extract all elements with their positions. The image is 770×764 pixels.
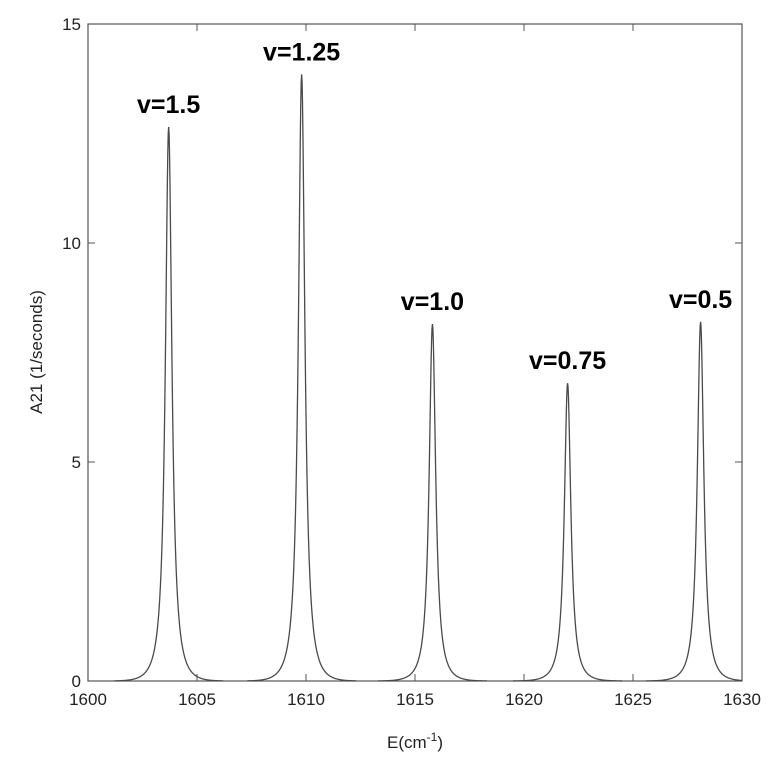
x-axis-label-suffix: ) (437, 733, 443, 752)
peak-label: v=1.0 (401, 288, 464, 316)
x-tick-label: 1600 (69, 690, 107, 709)
plot-area (88, 24, 742, 681)
peak-label: v=0.5 (669, 286, 732, 314)
x-tick-label: 1605 (178, 690, 216, 709)
y-tick-label: 5 (72, 453, 81, 472)
x-tick-label: 1615 (396, 690, 434, 709)
x-tick-label: 1620 (505, 690, 543, 709)
x-tick-label: 1625 (614, 690, 652, 709)
x-tick-label: 1630 (723, 690, 761, 709)
x-axis-label: E(cm-1) (387, 730, 443, 752)
peak-label: v=1.5 (137, 91, 200, 119)
y-tick-label: 10 (62, 234, 81, 253)
x-axis-label-superscript: -1 (427, 730, 438, 744)
y-axis-label: A21 (1/seconds) (27, 290, 46, 414)
x-tick-label: 1610 (287, 690, 325, 709)
x-axis-label-text: E(cm (387, 733, 427, 752)
y-tick-label: 15 (62, 15, 81, 34)
peak-label: v=1.25 (263, 38, 340, 66)
peak-label: v=0.75 (529, 347, 606, 375)
y-tick-label: 0 (72, 672, 81, 691)
